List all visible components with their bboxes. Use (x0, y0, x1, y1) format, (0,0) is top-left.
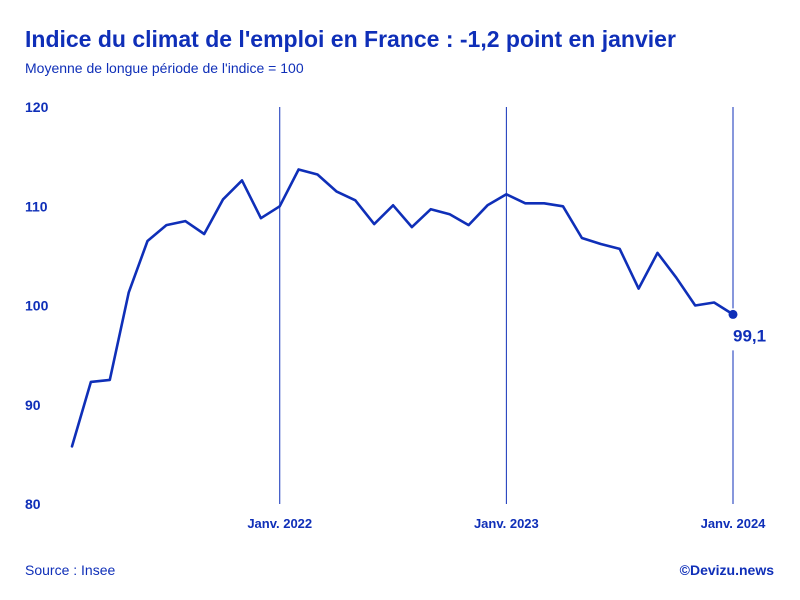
y-tick-label: 100 (25, 298, 49, 314)
y-tick-label: 90 (25, 397, 41, 413)
credit-note: ©Devizu.news (679, 562, 774, 578)
series-line (70, 168, 735, 448)
x-tick-label: Janv. 2023 (474, 516, 539, 531)
x-tick-label: Janv. 2024 (701, 516, 767, 531)
chart-subtitle: Moyenne de longue période de l'indice = … (25, 60, 304, 76)
chart-title: Indice du climat de l'emploi en France :… (25, 26, 676, 52)
y-tick-label: 120 (25, 99, 49, 115)
end-value-label: 99,1 (733, 326, 766, 345)
x-tick-label: Janv. 2022 (247, 516, 312, 531)
source-note: Source : Insee (25, 562, 116, 578)
y-tick-label: 80 (25, 496, 41, 512)
y-tick-label: 110 (25, 198, 48, 214)
end-point-marker (728, 309, 738, 319)
